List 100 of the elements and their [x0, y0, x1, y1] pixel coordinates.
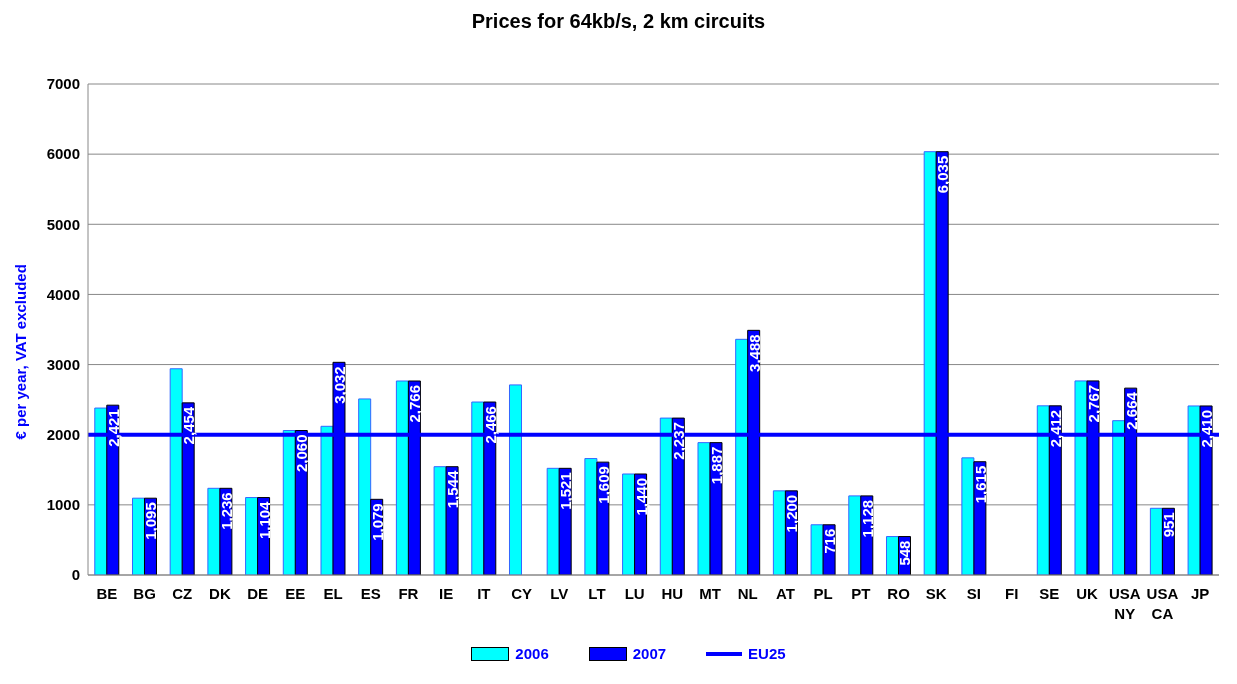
bar [1074, 380, 1088, 575]
data-label: 2,410 [1198, 409, 1216, 448]
x-tick-label: PL [813, 585, 833, 602]
data-label: 2,454 [180, 406, 198, 445]
bar [810, 524, 824, 575]
x-tick-label: CY [511, 585, 532, 602]
x-tick-label: USA CA [1146, 585, 1179, 622]
y-tick-label: 3000 [46, 355, 80, 373]
x-tick-label: DK [209, 585, 231, 602]
x-tick-label: CZ [172, 585, 193, 602]
x-tick-label: LV [550, 585, 569, 602]
x-tick-label: EL [323, 585, 343, 602]
data-label: 1,887 [707, 446, 725, 485]
bar [131, 497, 145, 575]
data-label: 2,466 [481, 406, 499, 444]
x-tick-label: FR [398, 585, 419, 602]
data-label: 1,440 [632, 477, 650, 516]
y-axis-title: € per year, VAT excluded [12, 264, 30, 440]
data-label: 1,544 [444, 470, 462, 509]
data-label: 2,767 [1084, 384, 1102, 423]
bar [445, 466, 459, 575]
bar [659, 417, 673, 575]
data-label: 2,664 [1122, 391, 1140, 430]
x-tick-label: LT [588, 585, 606, 602]
x-tick-label: LU [624, 585, 645, 602]
x-tick-label: SI [966, 585, 982, 602]
data-label: 2,421 [104, 409, 122, 447]
bar [358, 398, 372, 575]
bar [961, 457, 975, 575]
bar [885, 536, 899, 575]
bar [923, 151, 937, 575]
x-tick-label: BG [133, 585, 156, 602]
y-tick-label: 4000 [46, 285, 80, 303]
x-tick-label: PT [851, 585, 871, 602]
bar [584, 458, 598, 575]
data-label: 1,079 [368, 503, 386, 541]
bar [245, 497, 259, 575]
data-label: 2,237 [670, 422, 688, 460]
x-tick-label: NL [737, 585, 758, 602]
y-tick-label: 0 [71, 566, 80, 584]
x-tick-label: AT [776, 585, 795, 602]
data-label: 6,035 [934, 155, 952, 194]
x-tick-label: HU [661, 585, 684, 602]
x-tick-label: MT [699, 585, 721, 602]
data-label: 548 [896, 540, 914, 566]
data-label: 951 [1160, 512, 1178, 538]
bar [433, 466, 447, 575]
bar [508, 384, 522, 575]
data-label: 2,060 [293, 434, 311, 473]
data-label: 1,200 [783, 494, 801, 533]
x-tick-label: DE [247, 585, 269, 602]
x-tick-label: USA NY [1108, 585, 1141, 622]
data-label: 716 [821, 528, 839, 554]
data-label: 1,128 [858, 499, 876, 538]
x-tick-label: EE [285, 585, 306, 602]
y-tick-label: 2000 [46, 426, 80, 444]
bar [1187, 405, 1201, 575]
data-label: 1,236 [217, 492, 235, 530]
legend-label: 2007 [631, 645, 667, 662]
y-tick-label: 5000 [46, 215, 80, 233]
y-tick-label: 1000 [46, 496, 80, 514]
x-tick-label: RO [887, 585, 911, 602]
bar [772, 490, 786, 575]
bar [471, 401, 485, 575]
data-label: 1,615 [971, 465, 989, 504]
bar [596, 461, 610, 575]
data-label: 1,609 [594, 466, 612, 504]
data-label: 1,104 [255, 500, 273, 540]
x-tick-label: UK [1076, 585, 1099, 602]
bar [697, 442, 711, 575]
x-tick-label: SE [1039, 585, 1060, 602]
x-tick-label: JP [1190, 585, 1210, 602]
bar [1036, 405, 1050, 575]
y-tick-label: 6000 [46, 145, 80, 163]
bar [973, 461, 987, 575]
x-tick-label: SK [925, 585, 947, 602]
y-tick-label: 7000 [46, 75, 80, 93]
data-label: 1,521 [557, 472, 575, 510]
x-tick-label: BE [96, 585, 118, 602]
bar [169, 368, 183, 575]
data-label: 2,766 [406, 384, 424, 423]
data-label: 3,032 [330, 366, 348, 404]
bar [94, 407, 108, 575]
bar [1149, 507, 1163, 575]
bar [546, 467, 560, 575]
bar [622, 473, 636, 575]
bar [735, 338, 749, 575]
data-label: 1,095 [142, 502, 160, 540]
data-label: 2,412 [1047, 409, 1065, 448]
bar [395, 380, 409, 575]
legend-label: 2006 [514, 645, 549, 662]
bar [207, 487, 221, 575]
chart-title: Prices for 64kb/s, 2 km circuits [470, 9, 767, 34]
bar [709, 442, 723, 575]
data-label: 3,488 [745, 334, 763, 372]
x-tick-label: FI [1004, 585, 1019, 602]
x-tick-label: IT [477, 585, 491, 602]
bar [848, 495, 862, 575]
legend-label: EU25 [747, 645, 786, 662]
x-tick-label: ES [360, 585, 381, 602]
